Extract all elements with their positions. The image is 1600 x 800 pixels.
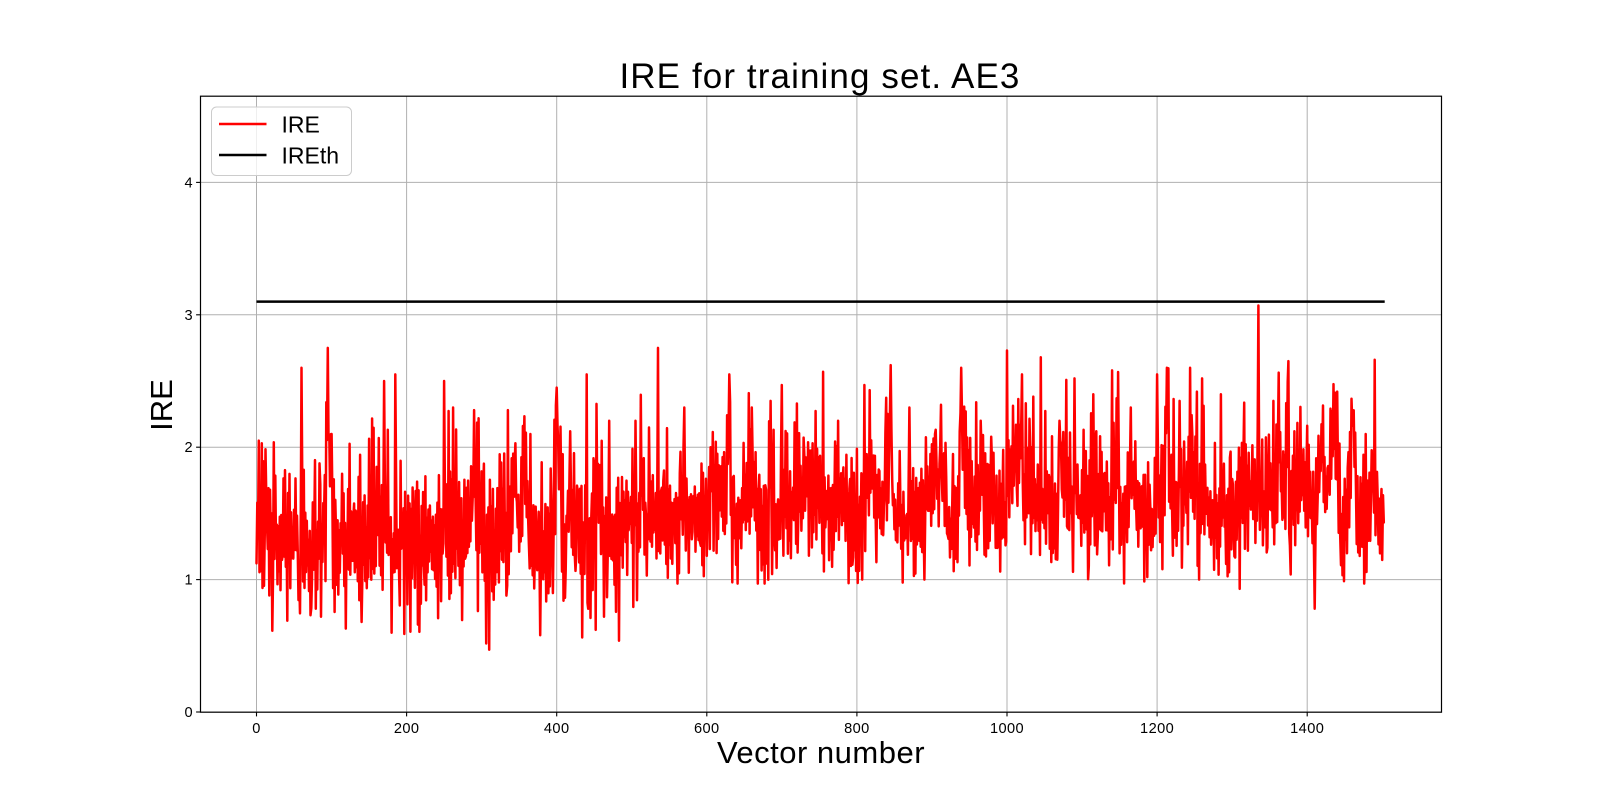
svg-text:3: 3 (184, 308, 193, 324)
svg-text:IRE for training set. AE3: IRE for training set. AE3 (619, 57, 1020, 96)
svg-text:400: 400 (544, 721, 570, 737)
svg-text:IREth: IREth (282, 143, 340, 169)
svg-text:Vector number: Vector number (717, 735, 925, 770)
svg-text:2: 2 (184, 440, 193, 456)
svg-text:600: 600 (694, 721, 720, 737)
svg-text:1200: 1200 (1140, 721, 1174, 737)
svg-text:1400: 1400 (1290, 721, 1324, 737)
svg-text:IRE: IRE (282, 112, 320, 138)
svg-text:1000: 1000 (990, 721, 1024, 737)
svg-text:200: 200 (394, 721, 420, 737)
svg-text:800: 800 (844, 721, 870, 737)
svg-text:1: 1 (184, 573, 193, 589)
svg-text:4: 4 (184, 175, 193, 191)
svg-text:IRE: IRE (144, 379, 179, 431)
svg-text:0: 0 (252, 721, 261, 737)
svg-text:0: 0 (184, 705, 193, 721)
